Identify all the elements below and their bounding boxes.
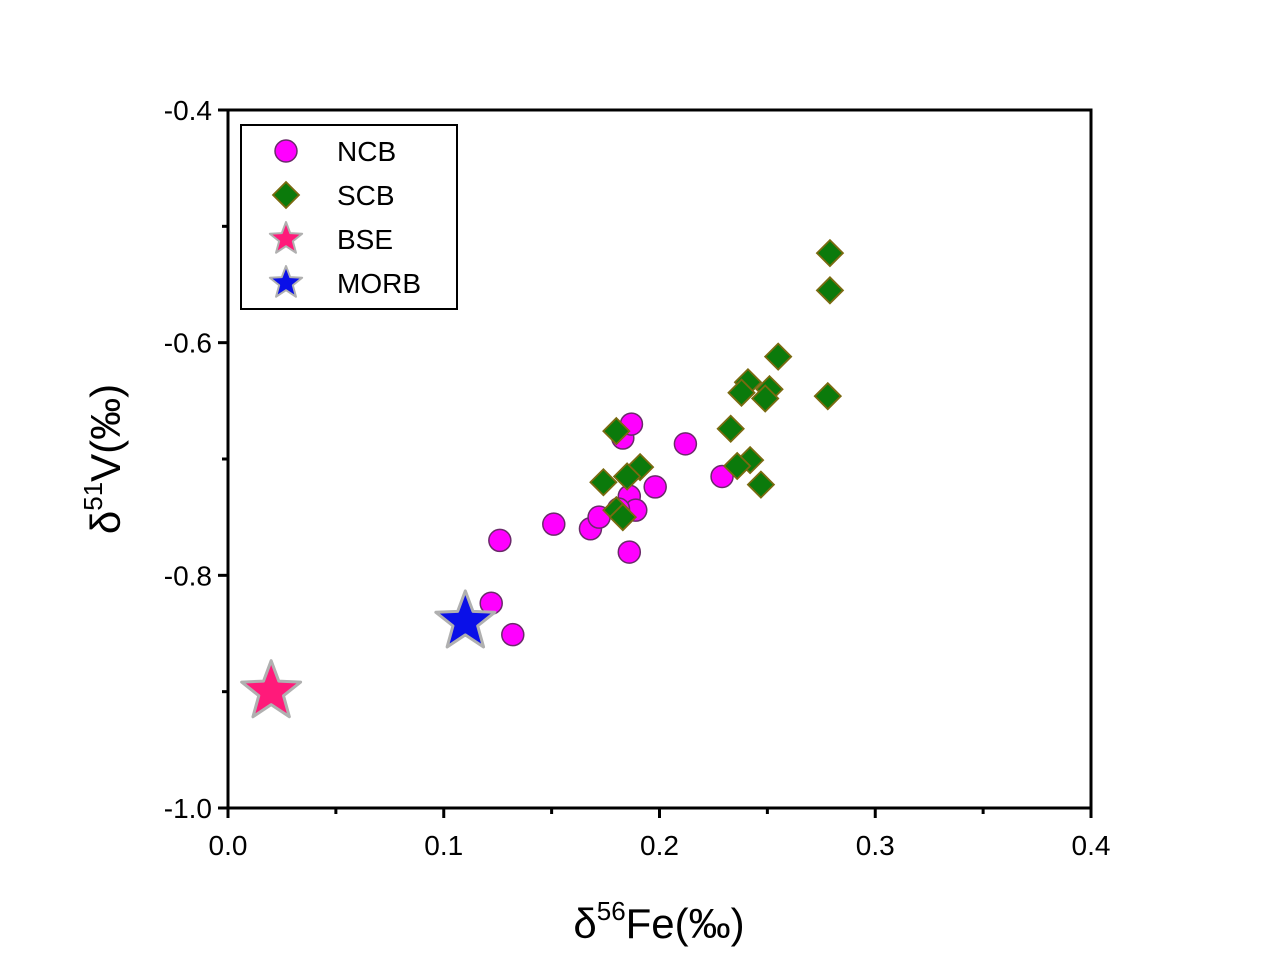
ncb-point [643, 475, 667, 499]
series-bse [240, 659, 303, 719]
legend-item-bse: BSE [268, 221, 393, 255]
ncb-point [673, 432, 698, 456]
legend-item-scb: SCB [271, 180, 395, 211]
x-tick-label: 0.2 [640, 830, 679, 861]
bse-point [240, 659, 303, 719]
legend: NCB SCB BSE MORB [240, 124, 458, 310]
scb-point [602, 416, 631, 446]
y-tick-label: -0.6 [164, 328, 212, 359]
legend-label-ncb: NCB [337, 136, 396, 167]
y-axis-title: δ51V(‰) [78, 384, 129, 534]
x-axis-title: δ56Fe(‰) [573, 896, 744, 947]
series-scb [589, 238, 845, 532]
y-tick-labels: -1.0 -0.8 -0.6 -0.4 [164, 95, 212, 824]
x-tick-label: 0.1 [424, 830, 463, 861]
x-axis-title-sup: 56 [597, 896, 626, 926]
scb-point [589, 467, 618, 497]
scb-point [727, 378, 756, 407]
y-axis-title-main: V(‰) [82, 384, 129, 482]
ncb-point [542, 512, 566, 536]
scb-point [716, 414, 745, 444]
x-axis-title-main: Fe(‰) [626, 900, 745, 947]
ncb-point [501, 622, 525, 647]
series-morb [434, 589, 497, 649]
legend-label-bse: BSE [337, 224, 393, 255]
scb-point [763, 342, 793, 371]
x-tick-labels: 0.0 0.1 0.2 0.3 0.4 [209, 830, 1111, 861]
legend-item-morb: MORB [268, 265, 421, 299]
data-points [240, 238, 845, 719]
y-axis-title-symbol: δ [82, 511, 129, 534]
scb-point [746, 470, 776, 499]
legend-items: NCB SCB BSE MORB [268, 136, 421, 299]
x-axis-title-symbol: δ [573, 900, 596, 947]
ncb-point [488, 528, 512, 553]
series-ncb [479, 412, 734, 647]
major-ticks [218, 108, 1093, 818]
legend-marker-morb [268, 265, 304, 298]
legend-marker-bse [268, 221, 304, 254]
legend-label-scb: SCB [337, 180, 395, 211]
y-axis-title-sup: 51 [78, 482, 108, 511]
x-tick-label: 0.4 [1072, 830, 1111, 861]
x-tick-label: 0.3 [856, 830, 895, 861]
scb-point [813, 381, 843, 411]
y-tick-label: -0.4 [164, 95, 212, 126]
scb-point [612, 462, 642, 491]
ncb-point [617, 540, 642, 564]
y-tick-label: -1.0 [164, 793, 212, 824]
legend-item-ncb: NCB [274, 136, 396, 167]
legend-marker-scb [271, 180, 301, 210]
scb-point [722, 451, 752, 481]
scb-point [815, 238, 845, 268]
morb-point [434, 589, 497, 649]
plot-frame [226, 108, 1093, 810]
scb-point [608, 502, 638, 532]
legend-label-morb: MORB [337, 268, 421, 299]
scb-point [815, 276, 845, 305]
legend-marker-ncb [274, 139, 298, 163]
x-tick-label: 0.0 [209, 830, 248, 861]
y-tick-label: -0.8 [164, 560, 212, 591]
scb-point [750, 384, 780, 413]
ncb-point [710, 464, 734, 489]
